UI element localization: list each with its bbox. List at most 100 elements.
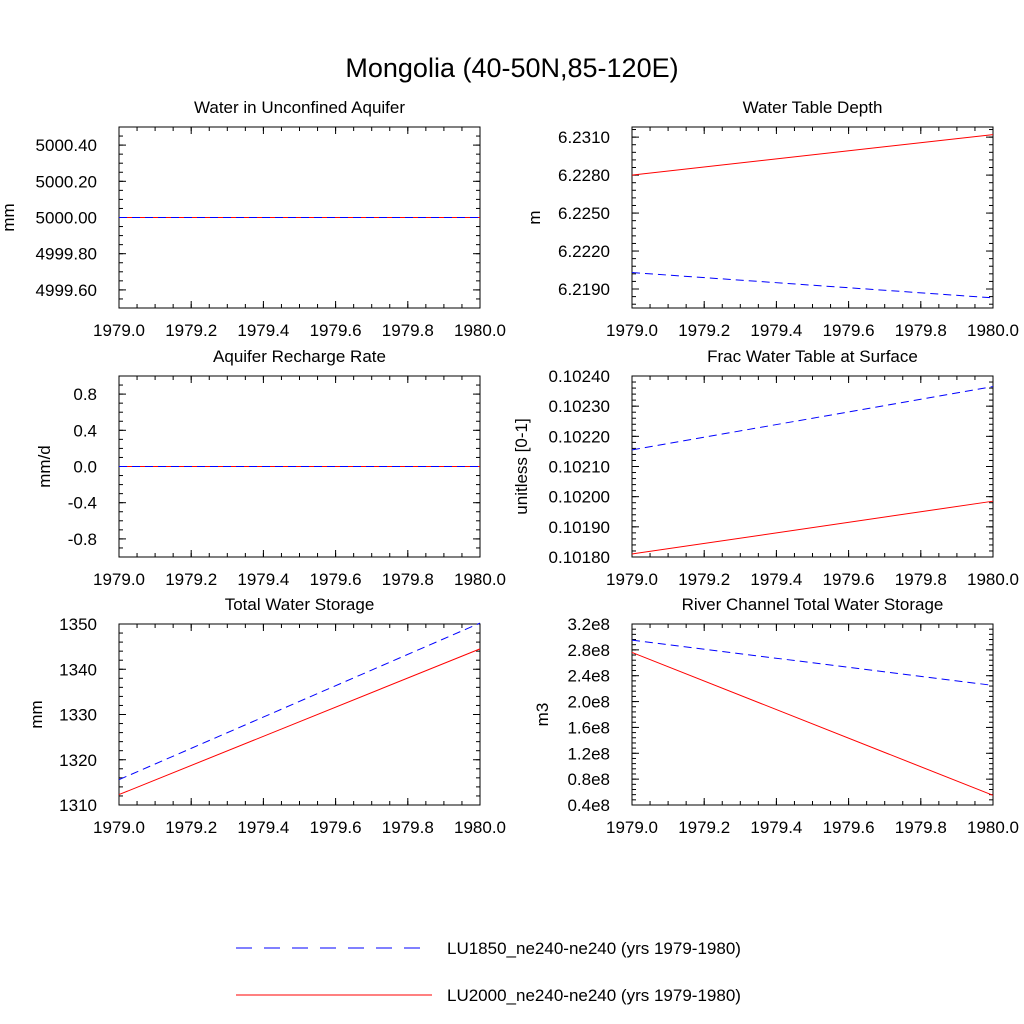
y-tick-label: 2.0e8 [567,693,610,712]
chart-panels: Water in Unconfined Aquifer mm 1979.0 1979.… [0,98,1019,837]
panel-title: Frac Water Table at Surface [707,347,918,366]
x-tick-label: 1979.4 [750,570,802,589]
y-tick-label: 5000.40 [36,136,97,155]
x-tick-label: 1979.4 [237,570,289,589]
y-tick-label: 0.10220 [549,427,610,446]
x-tick-label: 1979.6 [310,818,362,837]
panel-title: Water Table Depth [743,98,883,117]
tick-marks [118,623,481,806]
y-tick-label: 2.4e8 [567,667,610,686]
y-tick-label: 4999.80 [36,245,97,264]
y-tick-label: 0.10190 [549,518,610,537]
y-tick-label: 0.8 [73,385,97,404]
x-tick-label: 1980.0 [454,818,506,837]
y-tick-label: 6.2250 [558,204,610,223]
y-tick-label: 1310 [59,796,97,815]
x-tick-label: 1979.2 [678,570,730,589]
panel-total-water-storage: Total Water Storage mm 1979.0 1979.2 1979.4 1… [27,595,506,837]
x-tick-label: 1979.2 [678,321,730,340]
x-tick-label: 1979.0 [93,570,145,589]
plot-frame [631,126,994,309]
x-tick-label: 1979.6 [823,321,875,340]
y-tick-label: 1.2e8 [567,744,610,763]
panel-aquifer-recharge-rate: Aquifer Recharge Rate mm/d 1979.0 1979.2 197… [35,347,506,589]
panel-title: Aquifer Recharge Rate [213,347,386,366]
y-tick-label: 2.8e8 [567,641,610,660]
x-tick-label: 1979.2 [165,321,217,340]
x-tick-label: 1980.0 [967,570,1019,589]
x-tick-label: 1979.8 [382,321,434,340]
y-tick-label: 1.6e8 [567,718,610,737]
panel-river-channel-storage: River Channel Total Water Storage m3 1979.… [533,595,1019,837]
series-line-lu2000 [631,134,994,176]
x-tick-label: 1979.2 [165,570,217,589]
figure-title: Mongolia (40-50N,85-120E) [345,53,678,83]
series-line-lu1850 [631,639,994,686]
y-tick-label: -0.8 [68,530,97,549]
x-tick-label: 1979.4 [237,321,289,340]
y-tick-label: 0.10180 [549,548,610,567]
y-tick-label: 0.10210 [549,458,610,477]
x-tick-label: 1980.0 [967,818,1019,837]
plot-frame [631,623,994,806]
x-tick-label: 1979.0 [606,818,658,837]
x-tick-label: 1979.8 [895,818,947,837]
y-axis-label: mm [27,700,46,728]
series-line-lu1850 [631,272,994,299]
panel-title: Water in Unconfined Aquifer [194,98,405,117]
y-tick-label: 6.2310 [558,128,610,147]
x-tick-label: 1979.6 [823,570,875,589]
plot-frame [118,623,481,806]
legend-label-lu2000: LU2000_ne240-ne240 (yrs 1979-1980) [447,986,741,1005]
x-tick-label: 1979.2 [678,818,730,837]
y-tick-label: 1330 [59,706,97,725]
panel-water-unconfined-aquifer: Water in Unconfined Aquifer mm 1979.0 1979.… [0,98,506,340]
plot-frame [631,375,994,558]
y-tick-label: 0.10230 [549,397,610,416]
y-tick-label: 0.0 [73,458,97,477]
y-axis-label: m [525,210,544,224]
x-tick-label: 1979.4 [750,321,802,340]
y-tick-label: 6.2220 [558,242,610,261]
x-tick-label: 1979.6 [310,570,362,589]
x-tick-label: 1979.8 [895,321,947,340]
y-axis-label: m3 [533,703,552,727]
x-tick-label: 1980.0 [454,570,506,589]
legend-label-lu1850: LU1850_ne240-ne240 (yrs 1979-1980) [447,939,741,958]
y-tick-label: 4999.60 [36,281,97,300]
y-tick-label: 6.2190 [558,280,610,299]
y-tick-label: 1320 [59,751,97,770]
y-tick-label: 5000.20 [36,172,97,191]
tick-marks [631,623,994,806]
x-tick-label: 1979.0 [93,321,145,340]
panel-frac-water-table-surface: Frac Water Table at Surface unitless [0-1… [512,347,1019,589]
y-axis-label: unitless [0-1] [512,418,531,514]
panel-water-table-depth: Water Table Depth m 1979.0 1979.2 1979.4 1979… [525,98,1019,340]
series-line-lu2000 [118,648,481,796]
y-tick-label: 1340 [59,660,97,679]
y-tick-label: 0.4 [73,421,97,440]
x-tick-label: 1980.0 [454,321,506,340]
y-tick-label: 1350 [59,615,97,634]
y-tick-label: 5000.00 [36,209,97,228]
x-tick-label: 1979.4 [750,818,802,837]
x-tick-label: 1979.0 [606,570,658,589]
legend: LU1850_ne240-ne240 (yrs 1979-1980) LU2000… [236,939,741,1005]
x-tick-label: 1979.8 [382,570,434,589]
y-tick-label: 0.4e8 [567,796,610,815]
x-tick-label: 1980.0 [967,321,1019,340]
tick-marks [631,127,994,308]
panel-title: River Channel Total Water Storage [682,595,944,614]
y-tick-label: 6.2280 [558,166,610,185]
y-tick-label: 0.8e8 [567,770,610,789]
x-tick-label: 1979.0 [606,321,658,340]
x-tick-label: 1979.8 [895,570,947,589]
y-tick-label: 0.10240 [549,367,610,386]
x-tick-label: 1979.4 [237,818,289,837]
tick-marks [631,375,994,558]
x-tick-label: 1979.6 [823,818,875,837]
y-tick-label: 0.10200 [549,488,610,507]
y-tick-label: -0.4 [68,494,97,513]
series-line-lu1850 [118,622,481,781]
